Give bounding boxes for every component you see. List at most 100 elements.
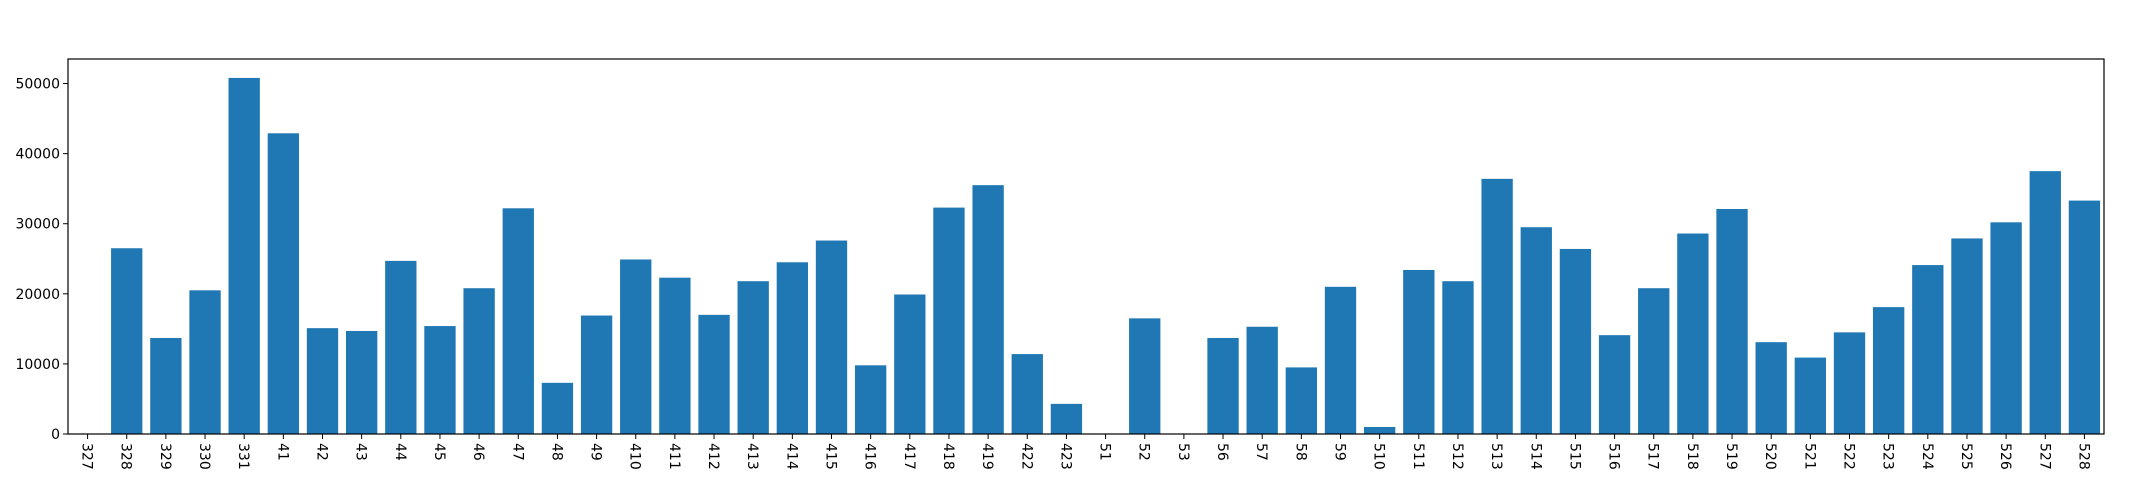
- x-tick-label: 418: [940, 443, 956, 470]
- x-tick-label: 51: [1097, 443, 1113, 461]
- bar-523: [1872, 307, 1905, 434]
- bar-57: [1246, 326, 1278, 434]
- plot-frame: [67, 58, 2105, 435]
- x-tick-label: 410: [627, 443, 643, 470]
- x-tick-label: 42: [314, 443, 330, 461]
- bar-519: [1716, 209, 1748, 434]
- bar-514: [1520, 227, 1552, 434]
- bar-41: [267, 133, 299, 435]
- bar-423: [1050, 403, 1083, 434]
- x-tick-label: 411: [666, 443, 682, 470]
- x-tick-label: 329: [157, 443, 173, 470]
- x-tick-label: 59: [1332, 443, 1348, 461]
- bar-59: [1324, 286, 1357, 434]
- x-tick-label: 523: [1880, 443, 1896, 470]
- x-tick-label: 522: [1841, 443, 1857, 470]
- x-tick-label: 331: [235, 443, 251, 470]
- y-tick-label: 30000: [15, 217, 60, 233]
- bars-layer: [111, 77, 2101, 435]
- x-tick-label: 512: [1449, 443, 1465, 470]
- y-axis-ticks: 0 10000 20000 30000 40000 50000: [15, 77, 68, 443]
- x-tick-label: 511: [1410, 443, 1426, 470]
- bar-418: [933, 207, 965, 434]
- x-tick-label: 419: [979, 443, 995, 470]
- x-tick-label: 521: [1801, 443, 1817, 470]
- x-tick-label: 518: [1684, 443, 1700, 470]
- x-tick-label: 417: [901, 443, 917, 470]
- bar-417: [894, 294, 926, 434]
- bar-517: [1638, 288, 1670, 434]
- y-tick-label: 0: [51, 427, 60, 443]
- x-tick-label: 524: [1919, 443, 1935, 470]
- x-tick-label: 330: [196, 443, 212, 470]
- x-tick-label: 46: [470, 443, 486, 461]
- bar-415: [815, 240, 848, 434]
- bar-515: [1559, 248, 1592, 434]
- bar-330: [189, 290, 221, 434]
- bar-45: [424, 326, 456, 434]
- x-tick-label: 53: [1175, 443, 1191, 461]
- x-tick-label: 516: [1606, 443, 1622, 470]
- bar-520: [1755, 342, 1787, 434]
- y-tick-label: 20000: [15, 287, 60, 303]
- x-tick-label: 414: [783, 443, 799, 470]
- bar-410: [620, 259, 652, 434]
- x-tick-label: 56: [1214, 443, 1230, 461]
- x-tick-label: 52: [1136, 443, 1152, 461]
- bar-511: [1403, 269, 1435, 434]
- x-tick-label: 515: [1566, 443, 1582, 470]
- x-axis-ticks: 327 328 329 330 331 41 42 43 44 45 46 47 48 49 410 411 4…: [79, 434, 2091, 470]
- x-tick-label: 415: [823, 443, 839, 470]
- bar-411: [659, 277, 691, 434]
- x-tick-label: 527: [2036, 443, 2052, 470]
- bar-522: [1833, 332, 1866, 434]
- bar-510: [1363, 426, 1396, 434]
- bar-513: [1481, 178, 1513, 434]
- bar-42: [306, 328, 339, 434]
- bar-512: [1442, 281, 1474, 434]
- bar-56: [1207, 337, 1239, 434]
- bar-48: [541, 382, 574, 434]
- bar-528: [2068, 200, 2101, 434]
- bar-518: [1677, 233, 1709, 434]
- x-tick-label: 58: [1292, 443, 1308, 461]
- bar-413: [737, 281, 769, 434]
- bar-331: [228, 77, 260, 435]
- bar-52: [1129, 318, 1161, 434]
- bar-47: [502, 208, 534, 434]
- x-tick-label: 412: [705, 443, 721, 470]
- y-tick-label: 10000: [15, 357, 60, 373]
- x-tick-label: 41: [274, 443, 290, 461]
- x-tick-label: 520: [1762, 443, 1778, 470]
- y-tick-label: 40000: [15, 147, 60, 163]
- bar-328: [111, 248, 143, 434]
- x-tick-label: 513: [1488, 443, 1504, 470]
- bar-43: [345, 330, 378, 434]
- x-tick-label: 47: [509, 443, 525, 461]
- bar-414: [776, 262, 808, 434]
- x-tick-label: 525: [1958, 443, 1974, 470]
- x-tick-label: 528: [2075, 443, 2091, 470]
- bar-524: [1912, 265, 1944, 434]
- x-tick-label: 514: [1527, 443, 1543, 470]
- y-tick-label: 50000: [15, 77, 60, 93]
- bar-416: [854, 365, 887, 434]
- x-tick-label: 422: [1018, 443, 1034, 470]
- bar-49: [580, 315, 613, 434]
- x-tick-label: 413: [744, 443, 760, 470]
- bar-516: [1598, 335, 1631, 434]
- bar-526: [1990, 222, 2022, 434]
- x-tick-label: 49: [588, 443, 604, 461]
- x-tick-label: 44: [392, 443, 408, 461]
- bar-422: [1011, 354, 1043, 434]
- bar-521: [1794, 357, 1826, 434]
- x-tick-label: 328: [118, 443, 134, 470]
- x-tick-label: 43: [353, 443, 369, 461]
- bar-527: [2029, 171, 2061, 434]
- x-tick-label: 526: [1997, 443, 2013, 470]
- bar-419: [972, 185, 1004, 434]
- bar-525: [1951, 238, 1983, 434]
- x-tick-label: 48: [548, 443, 564, 461]
- bar-44: [385, 260, 417, 434]
